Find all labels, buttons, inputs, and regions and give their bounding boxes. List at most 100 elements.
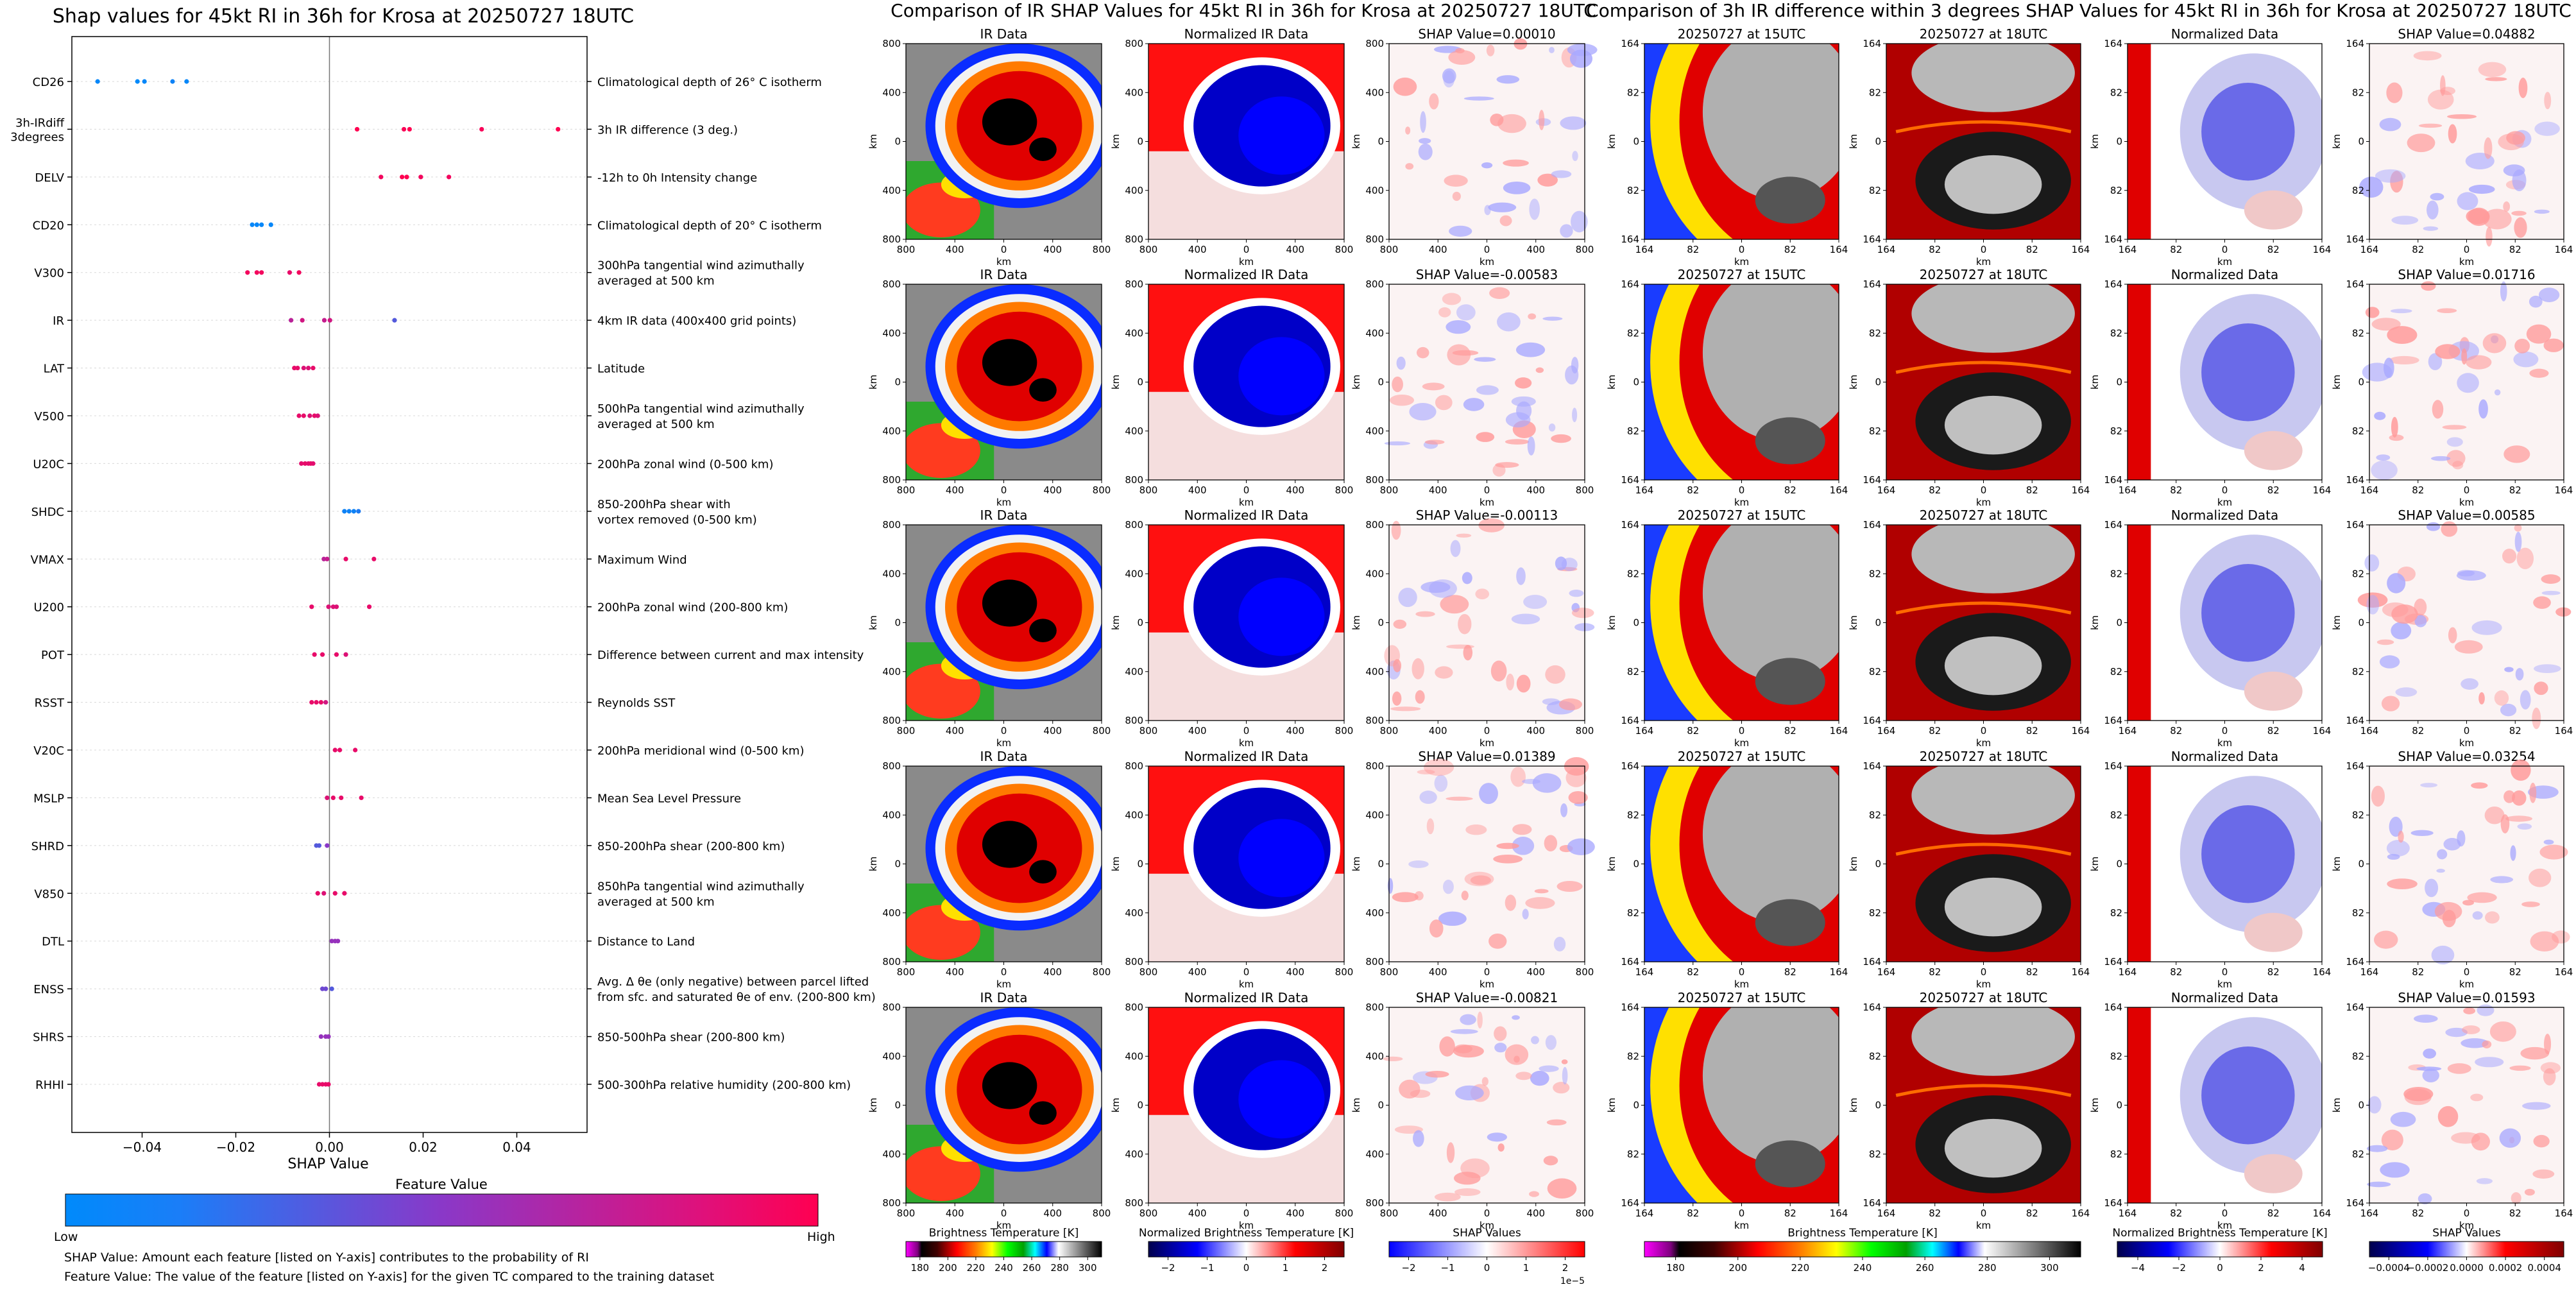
shap-map-blob <box>1511 613 1540 625</box>
shap-map-blob <box>2461 348 2468 365</box>
shap-map-blob <box>2447 1063 2471 1074</box>
feature-description-1: 3h IR difference (3 deg.) <box>597 123 738 137</box>
panel-y-tick-label: 800 <box>1125 278 1143 290</box>
panel-image <box>906 284 1102 480</box>
panel-x-axis-label: km <box>2459 256 2474 268</box>
panel-y-tick-label: 400 <box>1365 907 1384 919</box>
panel-y-tick-label: 164 <box>2346 234 2364 245</box>
shap-map-blob <box>1449 225 1472 237</box>
shap-point <box>95 79 100 84</box>
panel-y-tick-label: 0 <box>1137 377 1143 388</box>
shap-map-blob <box>1515 342 1546 357</box>
panel-y-tick-label: 82 <box>1627 1050 1639 1062</box>
panel-y-tick-label: 82 <box>1627 185 1639 196</box>
shap-map-blob <box>1450 1029 1478 1034</box>
shap-map-blob <box>1551 434 1571 443</box>
shap-point <box>401 126 407 132</box>
shap-map-blob <box>2534 681 2548 696</box>
shap-map-blob <box>1463 645 1473 661</box>
panel-y-tick-label: 164 <box>2104 1002 2122 1013</box>
feature-description-0: Climatological depth of 26° C isotherm <box>597 76 822 89</box>
panel-y-tick-label: 400 <box>1125 87 1143 98</box>
ir-subplot-title: IR Data <box>980 26 1028 42</box>
feature-description-14: 200hPa meridional wind (0-500 km) <box>597 744 804 758</box>
diff-cell <box>1755 176 1825 224</box>
panel-x-tick-label: 164 <box>2313 725 2332 737</box>
norm-inner <box>1238 337 1325 416</box>
shap-map-blob <box>1497 114 1526 133</box>
panel-x-tick-label: 0 <box>1981 244 1987 255</box>
panel-y-tick-label: 0 <box>1875 858 1881 870</box>
shap-map-blob <box>2461 1038 2489 1048</box>
shap-map-blob <box>2457 192 2478 210</box>
panel-x-tick-label: 164 <box>2072 244 2090 255</box>
diff-subplot-title: SHAP Value=0.04882 <box>2398 26 2535 42</box>
shap-map-blob <box>1384 441 1411 446</box>
panel-x-tick-label: 400 <box>1043 484 1062 496</box>
colorbar-tick-label: −0.0002 <box>2407 1262 2448 1274</box>
shap-map-blob <box>2389 816 2403 837</box>
panel-y-tick-label: 82 <box>2352 568 2364 579</box>
panel-x-tick-label: 400 <box>1043 725 1062 737</box>
shap-map-blob <box>2494 389 2501 396</box>
feature-description-4: averaged at 500 km <box>597 275 715 288</box>
panel-x-tick-label: 164 <box>2119 244 2137 255</box>
panel-x-tick-label: 0 <box>1981 484 1987 496</box>
shap-map-blob <box>1505 439 1530 445</box>
panel-y-tick-label: 400 <box>882 425 901 437</box>
ir-cell <box>1029 137 1057 161</box>
diff-subplot-title: 20250727 at 18UTC <box>1920 508 2048 523</box>
shap-map-blob <box>1545 1035 1557 1050</box>
panel-x-tick-label: 164 <box>2360 1208 2379 1219</box>
shap-map-blob <box>1399 1079 1420 1099</box>
panel-y-axis-label: km <box>1848 615 1859 630</box>
shap-point <box>320 986 325 991</box>
panel-x-axis-label: km <box>1480 737 1494 749</box>
colorbar-tick-label: 280 <box>1978 1262 1997 1274</box>
panel-y-tick-label: 400 <box>882 809 901 821</box>
feature-description-17: 850hPa tangential wind azimuthally <box>597 880 805 893</box>
panel-x-tick-label: 0 <box>1739 966 1745 978</box>
shap-map-blob <box>2476 1178 2493 1184</box>
panel-y-tick-label: 400 <box>882 666 901 678</box>
shap-map-blob <box>1569 590 1584 597</box>
panel-y-tick-label: 164 <box>2104 278 2122 290</box>
panel-y-tick-label: 0 <box>894 136 901 148</box>
panel-y-tick-label: 164 <box>2104 1197 2122 1209</box>
ir-subplot-title: Normalized IR Data <box>1184 267 1309 282</box>
shap-map-blob <box>1505 894 1517 911</box>
panel-x-tick-label: 82 <box>2509 1208 2521 1219</box>
panel-y-tick-label: 164 <box>1863 38 1881 49</box>
panel-x-tick-label: 164 <box>2072 966 2090 978</box>
feature-description-21: 500-300hPa relative humidity (200-800 km… <box>597 1079 851 1092</box>
panel-x-tick-label: 800 <box>1335 244 1354 255</box>
shap-map-blob <box>2482 1040 2492 1048</box>
panel-y-tick-label: 400 <box>1365 809 1384 821</box>
panel-y-axis-label: km <box>867 857 879 871</box>
panel-x-tick-label: 400 <box>1188 244 1207 255</box>
panel-image <box>906 44 1102 239</box>
feature-description-7: averaged at 500 km <box>597 418 715 431</box>
panel-x-tick-label: 164 <box>1830 1208 1848 1219</box>
shap-map-blob <box>1438 307 1451 318</box>
shap-map-blob <box>1405 126 1411 135</box>
shap-map-blob <box>1494 1026 1507 1041</box>
panel-image <box>2128 284 2322 480</box>
panel-y-axis-label: km <box>1606 615 1617 630</box>
panel-x-tick-label: 82 <box>2412 966 2424 978</box>
panel-x-tick-label: 82 <box>2509 484 2521 496</box>
panel-y-tick-label: 164 <box>2346 1197 2364 1209</box>
ir-subplot-title: IR Data <box>980 990 1028 1005</box>
panel-x-tick-label: 800 <box>1093 725 1111 737</box>
shap-map-blob <box>2534 121 2560 136</box>
panel-x-tick-label: 800 <box>1576 966 1594 978</box>
dn-left <box>2128 766 2151 962</box>
colorbar-tick-label: 240 <box>994 1262 1013 1274</box>
shap-map-blob <box>1553 1082 1570 1094</box>
panel-y-tick-label: 82 <box>2110 907 2122 919</box>
panel-x-axis-label: km <box>1734 497 1749 508</box>
panel-x-tick-label: 82 <box>2412 725 2424 737</box>
ir-eye <box>982 98 1037 146</box>
diff-cell <box>1755 417 1825 465</box>
shap-map-blob <box>1396 356 1406 370</box>
